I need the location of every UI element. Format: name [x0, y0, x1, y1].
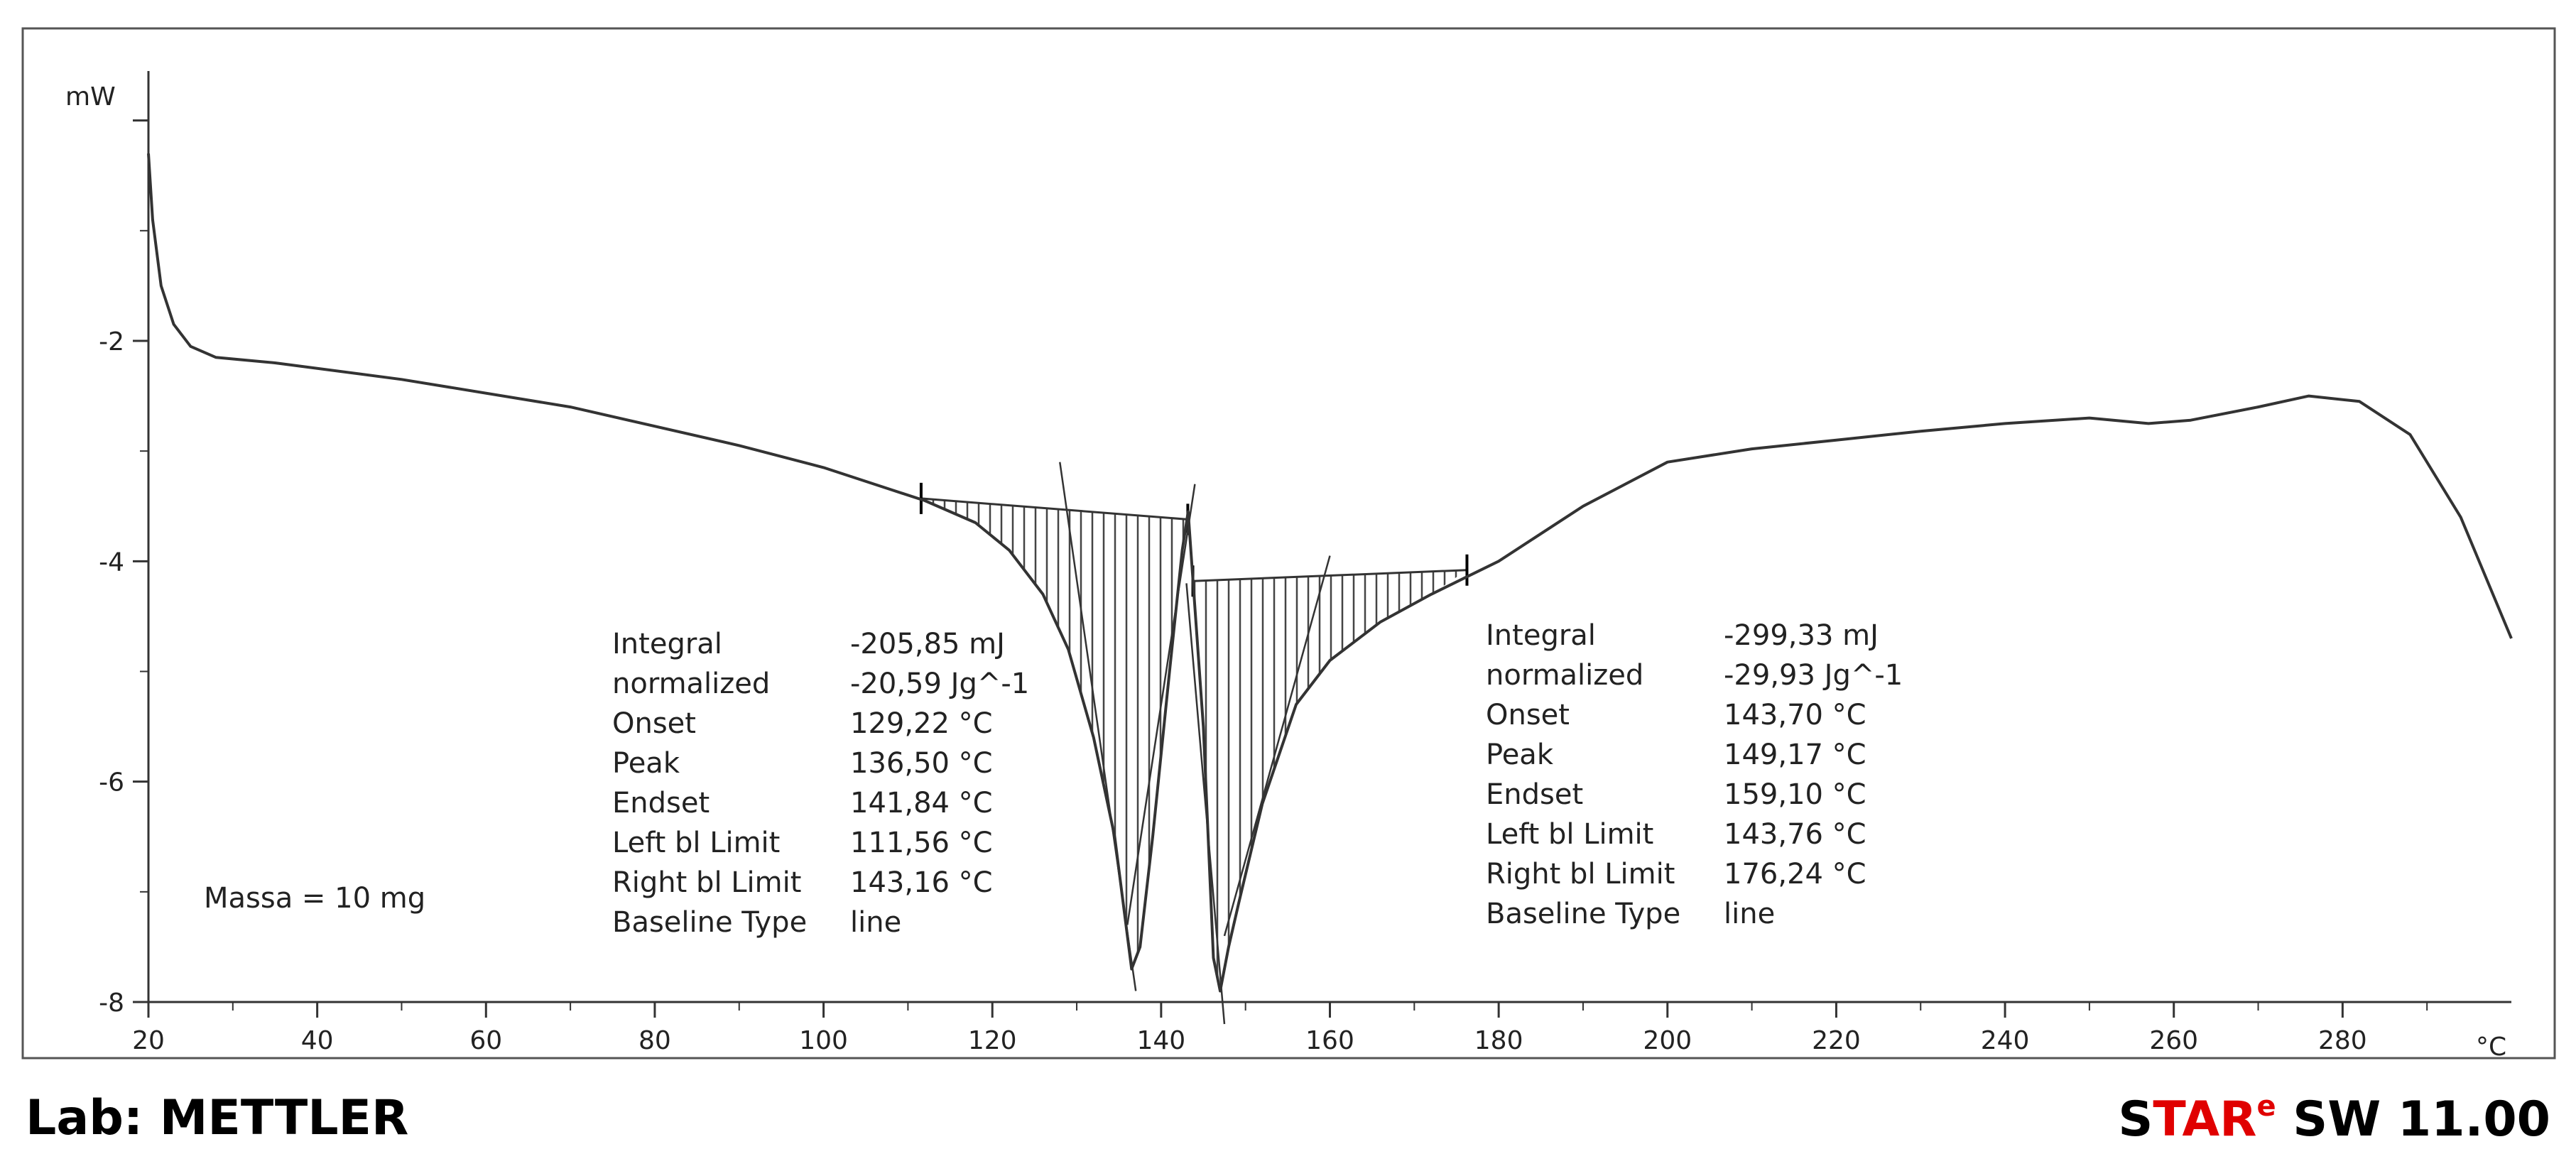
baseline-2 [1192, 569, 1467, 582]
annotation-label: Integral [612, 628, 722, 660]
annotation-label: Endset [1486, 778, 1583, 811]
annotation-label: Peak [1486, 739, 1554, 771]
tangent-line [1126, 484, 1196, 925]
mass-note: Massa = 10 mg [204, 882, 425, 915]
annotation-value: 143,70 °C [1724, 699, 1866, 731]
annotation-label: Endset [612, 787, 710, 820]
x-tick-label: 220 [1812, 1026, 1861, 1055]
x-tick-label: 80 [638, 1026, 671, 1055]
y-tick-label: -6 [99, 768, 124, 797]
annotation-label: Right bl Limit [612, 866, 801, 899]
annotation-label: Left bl Limit [1486, 818, 1653, 851]
dsc-curve [147, 153, 2513, 993]
annotation-label: Left bl Limit [612, 827, 780, 859]
annotation-value: 136,50 °C [850, 747, 993, 780]
curve-layer [147, 153, 2513, 993]
annotation-value: -20,59 Jg^-1 [850, 668, 1029, 700]
x-tick-label: 60 [469, 1026, 502, 1055]
tangent-line [1059, 462, 1137, 991]
x-tick-label: 260 [2149, 1026, 2198, 1055]
software-version: STARe SW 11.00 [2118, 1090, 2550, 1148]
x-tick-label: 280 [2318, 1026, 2367, 1055]
annotation-value: 129,22 °C [850, 707, 993, 740]
annotation-value: 143,16 °C [850, 866, 993, 899]
peak-area-1 [920, 498, 1188, 969]
annotation-label: normalized [1486, 659, 1643, 692]
x-tick-label: 100 [799, 1026, 848, 1055]
annotation-value: 176,24 °C [1724, 858, 1866, 891]
annotation-value: 143,76 °C [1724, 818, 1866, 851]
y-tick-label: -2 [99, 327, 124, 356]
annotation-value: 111,56 °C [850, 827, 993, 859]
peak-area-2 [1192, 570, 1467, 991]
annotation-value: 141,84 °C [850, 787, 993, 820]
annotation-label: Baseline Type [1486, 898, 1680, 930]
annotation-label: Integral [1486, 619, 1596, 652]
y-axis-unit: mW [65, 82, 116, 111]
annotation-label: Baseline Type [612, 906, 807, 939]
brand-version: SW 11.00 [2276, 1091, 2550, 1148]
tangent-lines [1059, 462, 1331, 1025]
tangent-line [1185, 583, 1226, 1025]
annotation-label: Right bl Limit [1486, 858, 1675, 891]
annotation-value: line [1724, 898, 1775, 930]
brand-tar: TAR [2153, 1091, 2257, 1148]
annotation-value: 159,10 °C [1724, 778, 1866, 811]
annotation-value: -299,33 mJ [1724, 619, 1879, 652]
x-axis-unit: °C [2476, 1033, 2506, 1062]
annotation-label: Peak [612, 747, 680, 780]
axes: 20 40 60 80 100 120 140 160 180 200 220 240 260 280 -2… [99, 71, 2511, 1055]
x-tick-label: 240 [1981, 1026, 2030, 1055]
annotation-value: 149,17 °C [1724, 739, 1866, 771]
dsc-chart: 20 40 60 80 100 120 140 160 180 200 220 240 260 280 -2… [21, 27, 2556, 1062]
peak-areas [919, 482, 1469, 991]
brand-s: S [2118, 1091, 2153, 1148]
tangent-line [1223, 555, 1331, 937]
x-tick-label: 180 [1474, 1026, 1523, 1055]
x-tick-label: 160 [1305, 1026, 1354, 1055]
baseline-1 [920, 497, 1188, 521]
annotation-label: Onset [612, 707, 696, 740]
annotation-label: normalized [612, 668, 770, 700]
y-tick-label: -4 [99, 548, 124, 577]
chart-frame [21, 27, 2556, 1060]
x-tick-label: 140 [1136, 1026, 1185, 1055]
lab-label: Lab: METTLER [26, 1090, 409, 1146]
annotation-value: -29,93 Jg^-1 [1724, 659, 1903, 692]
x-tick-label: 200 [1643, 1026, 1692, 1055]
brand-e: e [2256, 1090, 2276, 1123]
annotation-table-1: Integral -205,85 mJ normalized -20,59 Jg^-… [612, 628, 1029, 939]
annotation-table-2: Integral -299,33 mJ normalized -29,93 Jg^-… [1486, 619, 1903, 930]
annotation-label: Onset [1486, 699, 1570, 731]
annotation-value: line [850, 906, 901, 939]
x-tick-label: 120 [968, 1026, 1017, 1055]
x-tick-label: 20 [132, 1026, 165, 1055]
annotation-value: -205,85 mJ [850, 628, 1005, 660]
y-tick-label: -8 [99, 989, 124, 1018]
annotation-tables: Integral -205,85 mJ normalized -20,59 Jg^-… [612, 619, 1903, 939]
x-tick-label: 40 [301, 1026, 334, 1055]
